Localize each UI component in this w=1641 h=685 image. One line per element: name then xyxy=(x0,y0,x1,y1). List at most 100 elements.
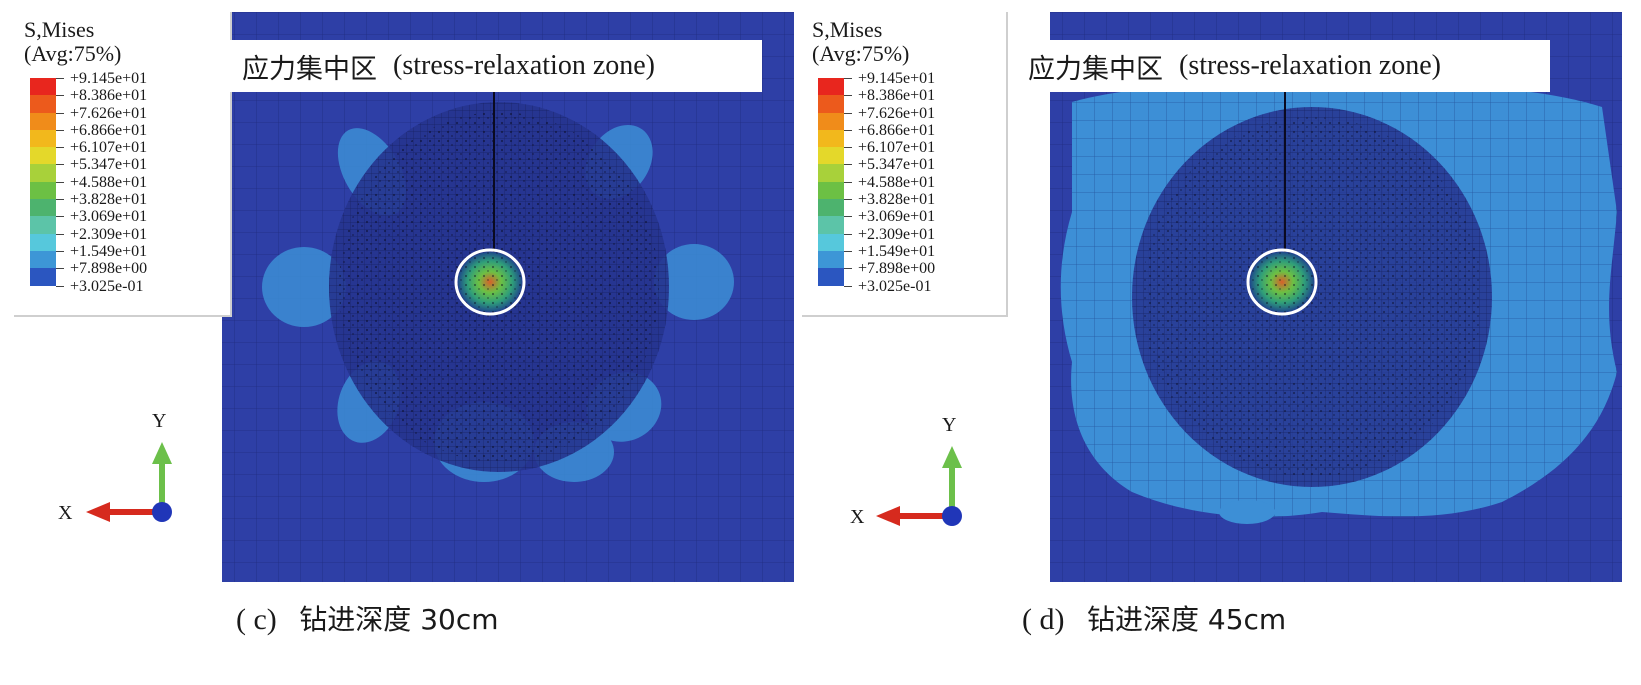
legend-tick xyxy=(56,216,64,218)
legend-tick xyxy=(844,268,852,270)
legend-tick xyxy=(844,285,852,287)
caption-c: ( c) 钻进深度 30cm xyxy=(236,598,499,638)
legend-title: S,Mises xyxy=(812,17,883,42)
triad-origin xyxy=(152,502,172,522)
legend-value: +7.626e+01 xyxy=(858,104,936,122)
figure-panel-d: Y X S,Mises (Avg:75%) +9.145e+01 +8.386e+… xyxy=(802,12,1622,582)
legend-tick xyxy=(56,285,64,287)
legend-tick xyxy=(844,233,852,235)
legend-row: +6.866e+01 xyxy=(818,121,1018,148)
borehole-d xyxy=(1246,248,1318,316)
legend-tick xyxy=(844,95,852,97)
zone-label-zh: 应力集中区 xyxy=(242,53,377,85)
legend-row: +2.309e+01 xyxy=(818,225,1018,251)
legend-value: +1.549e+01 xyxy=(858,242,936,260)
zone-label-en: (stress-relaxation zone) xyxy=(1179,50,1441,81)
legend-value: +6.107e+01 xyxy=(858,139,936,157)
caption-id: ( c) xyxy=(236,603,277,636)
legend-tick xyxy=(56,164,64,166)
legend-value: +8.386e+01 xyxy=(858,87,936,105)
legend-value: +9.145e+01 xyxy=(70,70,148,87)
legend-tick xyxy=(56,233,64,235)
legend-row: +5.347e+01 xyxy=(818,156,1018,182)
zone-label-c: 应力集中区 (stress-relaxation zone) xyxy=(224,40,762,92)
legend-tick xyxy=(844,147,852,149)
legend-swatch xyxy=(818,233,844,251)
axis-x-label: X xyxy=(850,506,865,528)
legend-row: +6.866e+01 xyxy=(30,121,230,148)
legend-row: +3.025e-01 xyxy=(818,278,1018,295)
legend-swatch xyxy=(818,95,844,113)
coordinate-triad-c xyxy=(86,442,172,522)
legend-row: +7.626e+01 xyxy=(818,104,1018,130)
coordinate-triad-d xyxy=(876,446,962,526)
legend-value: +7.626e+01 xyxy=(70,104,148,122)
legend-row: +4.588e+01 xyxy=(30,173,230,200)
legend-tick xyxy=(844,199,852,201)
legend-tick xyxy=(56,181,64,183)
legend-tick xyxy=(56,199,64,201)
legend-tick xyxy=(844,250,852,252)
legend-swatch xyxy=(818,129,844,148)
legend-row: +3.828e+01 xyxy=(818,191,1018,217)
legend-value: +7.898e+00 xyxy=(858,260,936,278)
legend-tick xyxy=(56,95,64,97)
legend-swatch xyxy=(30,216,56,234)
legend-value: +4.588e+01 xyxy=(70,173,148,191)
zone-label-en: (stress-relaxation zone) xyxy=(393,50,655,81)
legend-value: +1.549e+01 xyxy=(70,242,148,260)
legend-scale: +9.145e+01 +8.386e+01 +7.626e+01 +6.866e+01… xyxy=(818,70,1018,295)
legend-swatch xyxy=(818,216,844,234)
legend-value: +2.309e+01 xyxy=(70,225,148,243)
legend-tick xyxy=(56,250,64,252)
legend-swatch xyxy=(818,268,844,286)
legend-row: +6.107e+01 xyxy=(30,139,230,165)
legend-value: +6.107e+01 xyxy=(70,139,148,157)
legend-swatch xyxy=(30,129,56,148)
legend-subtitle: (Avg:75%) xyxy=(24,41,122,66)
legend-row: +3.069e+01 xyxy=(30,208,230,234)
legend-row: +2.309e+01 xyxy=(30,225,230,251)
axis-x-label: X xyxy=(58,502,73,524)
legend-scale: +9.145e+01 +8.386e+01 +7.626e+01 +6.866e+01… xyxy=(30,70,230,295)
legend-value: +3.025e-01 xyxy=(858,277,932,295)
legend-value: +4.588e+01 xyxy=(858,173,936,191)
legend-swatch xyxy=(30,78,56,96)
legend-swatch xyxy=(818,199,844,217)
legend-swatch xyxy=(818,164,844,182)
caption-d: ( d) 钻进深度 45cm xyxy=(1022,598,1286,638)
legend-swatch xyxy=(30,95,56,113)
stress-contour-plot-c xyxy=(86,12,794,582)
legend-tick xyxy=(56,129,64,131)
legend-value: +3.025e-01 xyxy=(70,277,144,295)
legend-swatch xyxy=(30,112,56,130)
legend-row: +7.898e+00 xyxy=(30,260,230,286)
legend-row: +3.069e+01 xyxy=(818,208,1018,234)
legend-value: +8.386e+01 xyxy=(70,87,148,105)
legend-row: +9.145e+01 xyxy=(818,70,1018,96)
legend-row: +3.828e+01 xyxy=(30,191,230,217)
legend-row: +4.588e+01 xyxy=(818,173,1018,200)
legend-row: +3.025e-01 xyxy=(30,278,230,295)
axis-y-label: Y xyxy=(152,410,167,432)
zone-label-zh: 应力集中区 xyxy=(1028,53,1163,85)
legend-swatch xyxy=(30,250,56,269)
legend-tick xyxy=(844,181,852,183)
legend-value: +2.309e+01 xyxy=(858,225,936,243)
legend-row: +5.347e+01 xyxy=(30,156,230,182)
legend-value: +6.866e+01 xyxy=(858,121,936,139)
legend-tick xyxy=(844,164,852,166)
triad-origin xyxy=(942,506,962,526)
legend-swatch xyxy=(30,233,56,251)
legend-value: +6.866e+01 xyxy=(70,121,148,139)
legend-swatch xyxy=(30,181,56,200)
legend-swatch xyxy=(818,78,844,96)
legend-swatch xyxy=(30,164,56,182)
legend-title: S,Mises xyxy=(24,17,95,42)
legend-row: +8.386e+01 xyxy=(30,87,230,113)
legend-value: +3.828e+01 xyxy=(858,191,936,209)
figure-panel-c: Y X S,Mises (Avg:75%) +9.145e+01 +8.386e+… xyxy=(14,12,794,582)
legend-value: +3.828e+01 xyxy=(70,191,148,209)
legend-row: +1.549e+01 xyxy=(818,242,1018,269)
legend-value: +7.898e+00 xyxy=(70,260,148,278)
